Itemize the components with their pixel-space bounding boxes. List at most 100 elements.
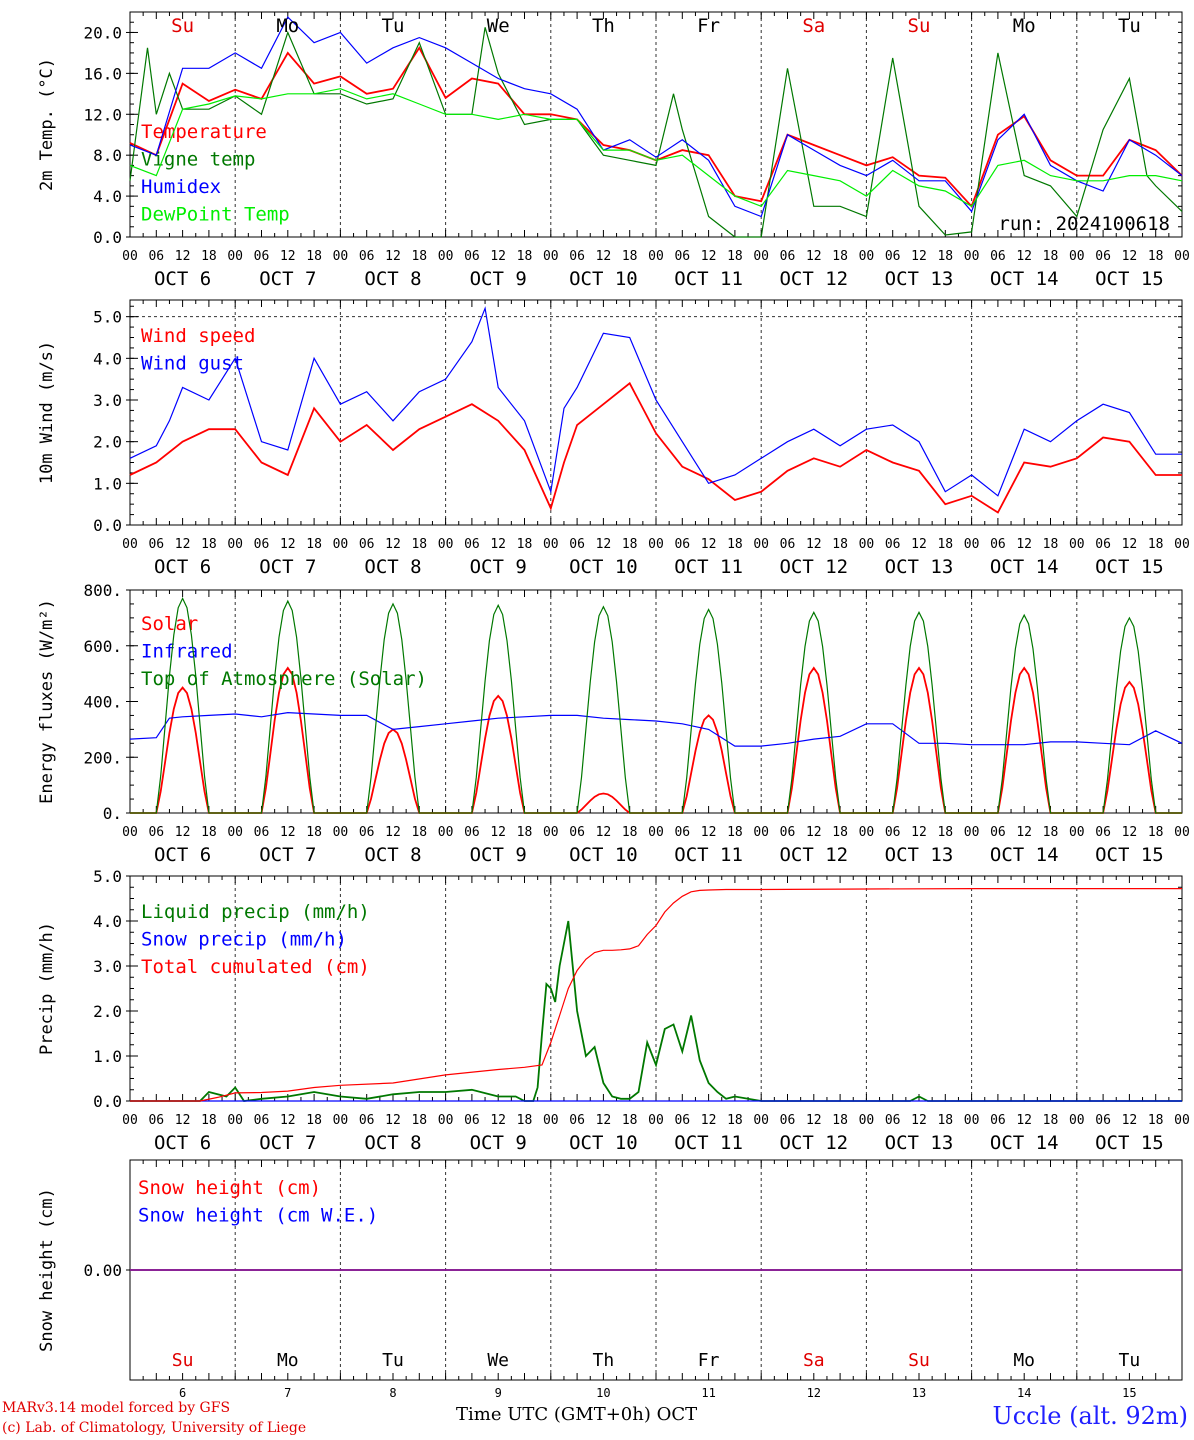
legend-entry: Vigne temp [141,149,255,171]
hour-tick-label: 12 [1122,249,1138,264]
hour-tick-label: 12 [490,249,506,264]
date-label: OCT 12 [779,844,848,866]
hour-tick-label: 00 [648,537,664,552]
location-label: Uccle (alt. 92m) [992,1402,1188,1430]
hour-tick-label: 12 [701,825,717,840]
series-line-3 [130,596,1182,814]
hour-tick-label: 12 [385,1113,401,1128]
hour-tick-label: 12 [806,1113,822,1128]
date-label: OCT 14 [990,844,1059,866]
day-of-week-label: Su [172,1350,194,1371]
hour-tick-label: 00 [227,537,243,552]
day-of-week-label: Th [592,15,615,37]
hour-tick-label: 00 [333,825,349,840]
x-axis-title: Time UTC (GMT+0h) OCT [456,1404,697,1425]
hour-tick-label: 06 [1095,537,1111,552]
hour-tick-label: 12 [385,249,401,264]
hour-tick-label: 12 [280,1113,296,1128]
y-tick-label: 4.0 [93,912,122,931]
hour-tick-label: 00 [227,825,243,840]
y-tick-label: 200. [83,748,122,767]
hour-tick-label: 00 [753,825,769,840]
hour-tick-label: 12 [596,537,612,552]
hour-tick-label: 06 [464,249,480,264]
hour-tick-label: 12 [806,825,822,840]
hour-tick-label: 18 [1043,1113,1059,1128]
hour-tick-label: 00 [333,537,349,552]
series-line-1 [130,920,1182,1102]
hour-tick-label: 18 [622,249,638,264]
y-tick-label: 0.0 [93,516,122,535]
hour-tick-label: 06 [990,537,1006,552]
y-tick-label: 5.0 [93,308,122,327]
panel-2: 0.0 1.0 2.0 3.0 4.0 5.0 10m Wind (m/s) Wind spe… [37,299,1190,578]
hour-tick-label: 06 [780,1113,796,1128]
series-line-3 [130,887,1182,1102]
hour-tick-label: 18 [201,1113,217,1128]
hour-tick-label: 00 [438,1113,454,1128]
hour-tick-label: 00 [1174,537,1190,552]
hour-tick-label: 18 [622,825,638,840]
hour-tick-label: 00 [227,1113,243,1128]
legend-entry: DewPoint Temp [141,204,290,226]
hour-tick-label: 00 [1174,249,1190,264]
legend-entry: Liquid precip (mm/h) [141,901,370,923]
hour-tick-label: 12 [911,537,927,552]
date-label: OCT 15 [1095,844,1164,866]
y-tick-label: 2.0 [93,1002,122,1021]
day-of-week-label: Tu [382,15,405,37]
hour-tick-label: 18 [201,825,217,840]
legend-entry: Humidex [141,176,221,198]
day-of-week-label: Mo [1013,1350,1035,1371]
hour-tick-label: 00 [227,249,243,264]
hour-tick-label: 00 [1069,825,1085,840]
day-number-label: 13 [912,1386,926,1400]
hour-tick-label: 06 [569,249,585,264]
date-label: OCT 14 [990,1132,1059,1154]
hour-tick-label: 12 [1016,825,1032,840]
hour-tick-label: 06 [1095,825,1111,840]
hour-tick-label: 12 [1016,249,1032,264]
hour-tick-label: 00 [543,1113,559,1128]
hour-tick-label: 18 [937,825,953,840]
hour-tick-label: 18 [1043,249,1059,264]
day-of-week-label: Sa [802,15,825,37]
hour-tick-label: 00 [1069,249,1085,264]
hour-tick-label: 00 [859,1113,875,1128]
hour-tick-label: 00 [1069,1113,1085,1128]
hour-tick-label: 06 [254,825,270,840]
date-label: OCT 13 [885,1132,954,1154]
hour-tick-label: 18 [517,825,533,840]
hour-tick-label: 06 [359,1113,375,1128]
hour-tick-label: 18 [517,249,533,264]
y-tick-label: 4.0 [93,349,122,368]
hour-tick-label: 18 [937,537,953,552]
day-of-week-label: Tu [1118,15,1141,37]
hour-tick-label: 12 [280,825,296,840]
y-tick-label: 16.0 [83,64,122,83]
hour-tick-label: 18 [411,825,427,840]
series-line-4 [129,88,1183,208]
y-tick-label: 600. [83,637,122,656]
day-of-week-label: Su [908,1350,930,1371]
hour-tick-label: 12 [701,249,717,264]
x-axis-month: OCT [656,1404,698,1425]
date-label: OCT 9 [470,1132,527,1154]
hour-tick-label: 00 [648,249,664,264]
series-line-3 [129,16,1183,218]
hour-tick-label: 06 [148,825,164,840]
date-label: OCT 7 [259,844,316,866]
hour-tick-label: 18 [727,1113,743,1128]
hour-tick-label: 06 [464,825,480,840]
day-of-week-label: Mo [276,15,299,37]
hour-tick-label: 06 [780,825,796,840]
date-label: OCT 10 [569,556,638,578]
hour-tick-label: 12 [280,249,296,264]
day-number-label: 15 [1122,1386,1136,1400]
legend-entry: Snow precip (mm/h) [141,929,347,951]
date-label: OCT 9 [470,556,527,578]
day-of-week-label: Su [171,15,194,37]
date-label: OCT 13 [885,556,954,578]
panel-4: 0.0 1.0 2.0 3.0 4.0 5.0 Precip (mm/h) Liquid pr… [37,867,1190,1154]
date-label: OCT 10 [569,1132,638,1154]
